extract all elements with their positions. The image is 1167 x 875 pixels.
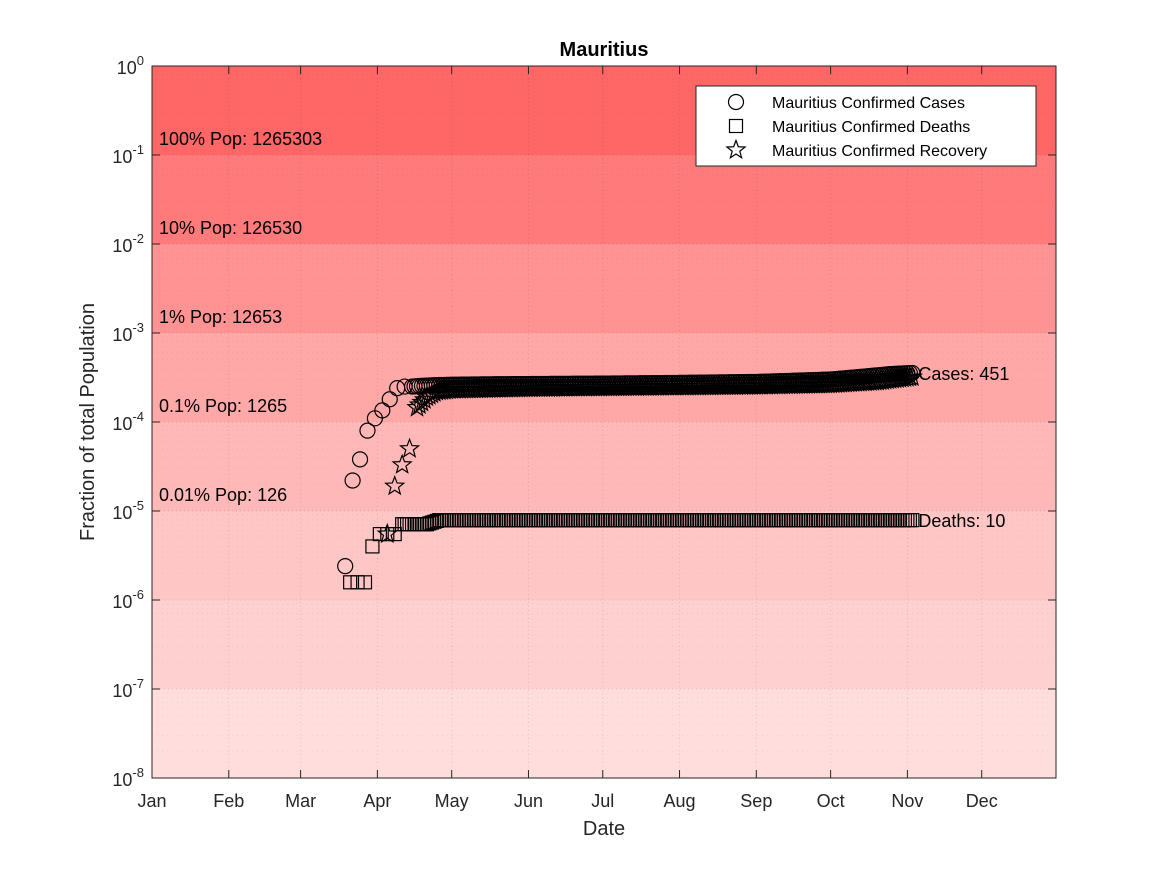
data-point	[398, 437, 421, 458]
legend: Mauritius Confirmed Cases Mauritius Confi…	[695, 85, 1037, 167]
y-tick-label: 10-3	[112, 320, 144, 345]
end-labels: Cases: 451 Deaths: 10	[918, 364, 1009, 531]
data-point	[391, 453, 413, 474]
band-label-1: 10% Pop: 126530	[159, 218, 302, 238]
data-point	[384, 474, 406, 496]
x-tick-label: Nov	[891, 791, 923, 811]
legend-marker-square	[728, 118, 744, 134]
x-tick-label: Feb	[213, 791, 244, 811]
y-tick-label: 10-5	[112, 498, 144, 523]
data-point	[387, 527, 402, 542]
data-point	[359, 422, 376, 439]
population-band-6	[152, 600, 1056, 689]
x-tick-label: Aug	[664, 791, 696, 811]
data-point	[419, 517, 435, 532]
y-tick-label: 10-2	[112, 231, 144, 256]
band-label-2: 1% Pop: 12653	[159, 307, 282, 327]
x-tick-label: Apr	[363, 791, 391, 811]
population-band-2	[152, 244, 1056, 333]
data-point	[381, 391, 398, 408]
population-bands	[152, 66, 1056, 778]
data-point	[901, 365, 924, 387]
legend-entry: Mauritius Confirmed Recovery	[772, 143, 987, 160]
series-square	[343, 513, 920, 590]
data-point	[376, 522, 398, 544]
x-tick-label: Jan	[137, 791, 166, 811]
x-tick-label: May	[435, 791, 469, 811]
series-end-label: Deaths: 10	[918, 511, 1005, 531]
series-layer	[337, 364, 924, 590]
band-label-0: 100% Pop: 1265303	[159, 129, 322, 149]
axis-ticks: Jan Feb Mar Apr May Jun Jul Aug Sep Oct Nov Dec 100 1…	[112, 53, 1056, 811]
x-tick-label: Sep	[740, 791, 772, 811]
data-point	[422, 516, 437, 531]
y-tick-label: 10-4	[112, 409, 144, 434]
data-point	[337, 558, 354, 575]
x-tick-label: Dec	[966, 791, 998, 811]
legend-box	[695, 85, 1037, 167]
legend-entry: Mauritius Confirmed Deaths	[772, 119, 970, 136]
x-axis-label: Date	[583, 818, 625, 840]
data-point	[374, 402, 391, 419]
x-tick-label: Jul	[591, 791, 614, 811]
legend-entry: Mauritius Confirmed Cases	[772, 95, 965, 112]
band-label-4: 0.01% Pop: 126	[159, 485, 287, 505]
data-point	[365, 539, 380, 554]
y-tick-label: 10-7	[112, 676, 144, 701]
legend-marker-star	[725, 138, 747, 160]
chart-title: Mauritius	[560, 39, 649, 61]
band-labels: 100% Pop: 1265303 10% Pop: 126530 1% Pop: …	[159, 129, 322, 505]
y-tick-label: 100	[117, 53, 144, 78]
y-tick-label: 10-1	[112, 142, 144, 167]
data-point	[380, 527, 395, 542]
series-star	[376, 365, 924, 544]
population-band-7	[152, 689, 1056, 778]
data-point	[351, 451, 369, 468]
x-tick-label: Mar	[285, 791, 316, 811]
data-point	[343, 575, 358, 590]
grid	[151, 65, 1056, 779]
data-point	[350, 575, 365, 590]
population-band-4	[152, 422, 1056, 511]
band-label-3: 0.1% Pop: 1265	[159, 396, 287, 416]
x-tick-label: Jun	[514, 791, 543, 811]
y-axis-label: Fraction of total Population	[77, 303, 99, 541]
data-point	[424, 515, 439, 530]
legend-marker-circle	[727, 93, 745, 111]
series-end-label: Cases: 451	[918, 364, 1009, 384]
data-point	[905, 513, 920, 528]
population-band-1	[152, 155, 1056, 244]
data-point	[427, 514, 442, 529]
y-tick-label: 10-6	[112, 587, 144, 612]
x-tick-label: Oct	[817, 791, 845, 811]
data-point	[372, 527, 387, 542]
data-point	[344, 472, 361, 489]
data-point	[413, 388, 436, 409]
y-tick-label: 10-8	[112, 765, 144, 790]
data-point	[429, 513, 444, 529]
data-point	[357, 575, 373, 590]
